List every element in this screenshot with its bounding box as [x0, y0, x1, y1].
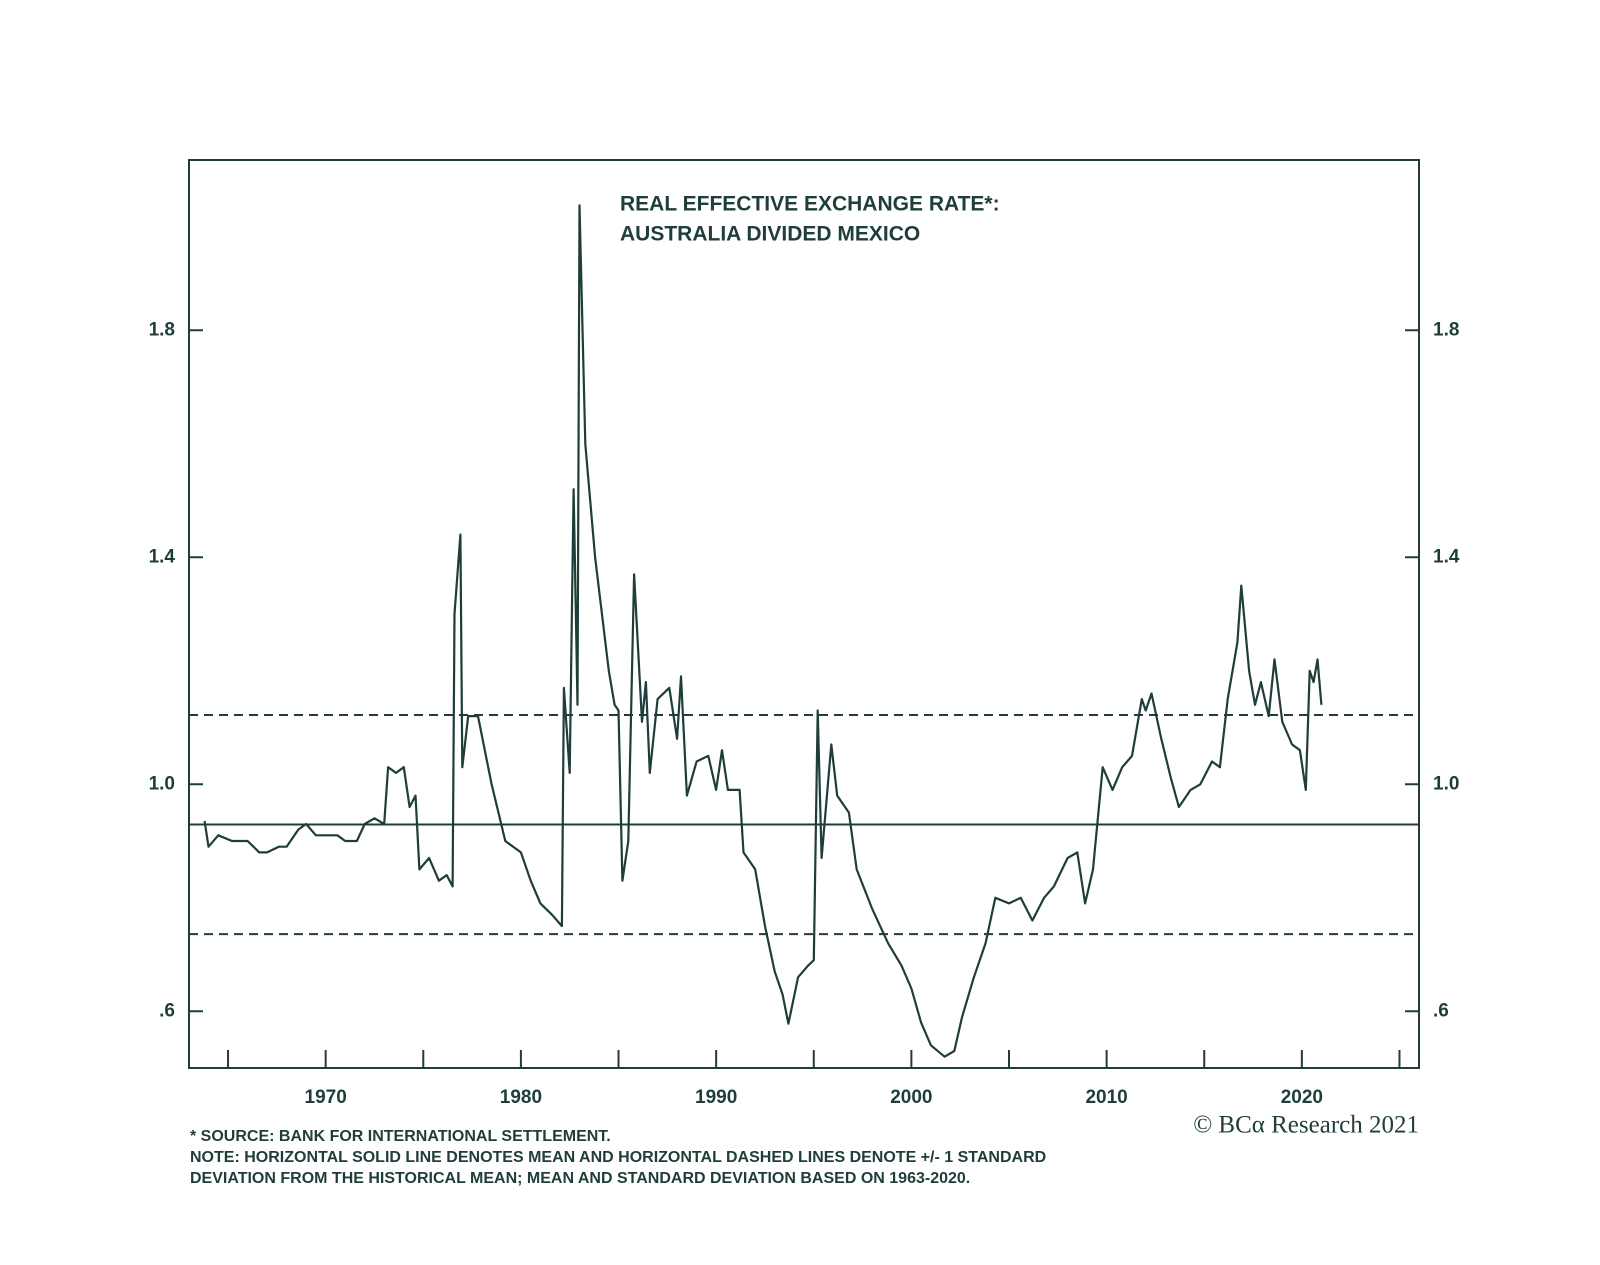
y-tick-label: .6 — [159, 1000, 175, 1021]
y2-tick-label: 1.4 — [1433, 546, 1460, 567]
credit: © BCα Research 2021 — [1193, 1112, 1419, 1139]
y-tick-label: 1.0 — [149, 773, 175, 794]
x-tick-label: 1980 — [500, 1087, 542, 1108]
chart-title: REAL EFFECTIVE EXCHANGE RATE*: — [620, 193, 1000, 216]
chart-subtitle: AUSTRALIA DIVIDED MEXICO — [620, 223, 920, 246]
footnote: NOTE: HORIZONTAL SOLID LINE DENOTES MEAN… — [190, 1149, 1046, 1166]
y-tick-label: 1.8 — [149, 319, 175, 340]
y2-tick-label: 1.0 — [1433, 773, 1459, 794]
x-tick-label: 1990 — [695, 1087, 737, 1108]
plot-frame — [188, 159, 1420, 1069]
y-tick-label: 1.4 — [149, 546, 176, 567]
footnote: * SOURCE: BANK FOR INTERNATIONAL SETTLEM… — [190, 1128, 611, 1145]
x-tick-label: 1970 — [305, 1087, 347, 1108]
footnote: DEVIATION FROM THE HISTORICAL MEAN; MEAN… — [190, 1170, 970, 1187]
x-tick-label: 2000 — [890, 1087, 932, 1108]
y2-tick-label: 1.8 — [1433, 319, 1459, 340]
series-line — [203, 204, 1323, 1058]
y2-tick-label: .6 — [1433, 1000, 1449, 1021]
x-tick-label: 2020 — [1281, 1087, 1323, 1108]
x-tick-label: 2010 — [1085, 1087, 1127, 1108]
